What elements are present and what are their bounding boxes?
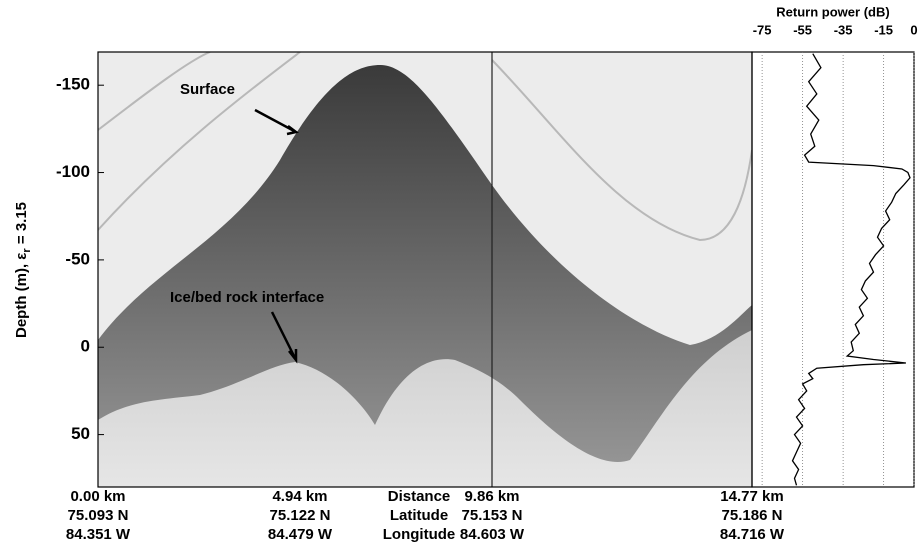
radargram-image [98,52,752,487]
annotation: Surface [180,81,235,98]
annotation: Ice/bed rock interface [170,289,324,306]
x-label-distance: 9.86 km [464,488,519,505]
y-label-tail: = 3.15 [13,202,30,248]
x-tick-label: -15 [874,22,893,37]
x-tick-label: -75 [753,22,772,37]
x-label-name: Distance [388,488,451,505]
y-tick-label: 50 [71,424,90,443]
figure: Surface Ice/bed rock interface Depth (m)… [0,0,918,544]
x-label-distance: 0.00 km [70,488,125,505]
x-label-latitude: 75.093 N [68,507,129,524]
x-label-distance: 4.94 km [272,488,327,505]
x-tick-label: 0 [910,22,917,37]
y-tick-label: -150 [56,75,90,94]
y-tick-label: -50 [65,249,90,268]
x-label-distance: 14.77 km [720,488,783,505]
x-label-latitude: 75.153 N [462,507,523,524]
x-label-latitude: 75.186 N [722,507,783,524]
profile-title: Return power (dB) [776,4,889,19]
x-tick-label: -35 [834,22,853,37]
y-axis-label: Depth (m), εr = 3.15 [13,202,33,338]
y-tick-label: -100 [56,162,90,181]
x-tick-label: -55 [793,22,812,37]
x-label-longitude: 84.603 W [460,526,525,543]
x-label-longitude: 84.351 W [66,526,131,543]
power-profile [793,54,911,486]
x-label-name: Longitude [383,526,455,543]
x-label-name: Latitude [390,507,448,524]
x-label-longitude: 84.479 W [268,526,333,543]
y-tick-label: 0 [81,337,90,356]
x-label-latitude: 75.122 N [270,507,331,524]
y-label-main: Depth (m), ε [13,253,30,338]
x-label-longitude: 84.716 W [720,526,785,543]
